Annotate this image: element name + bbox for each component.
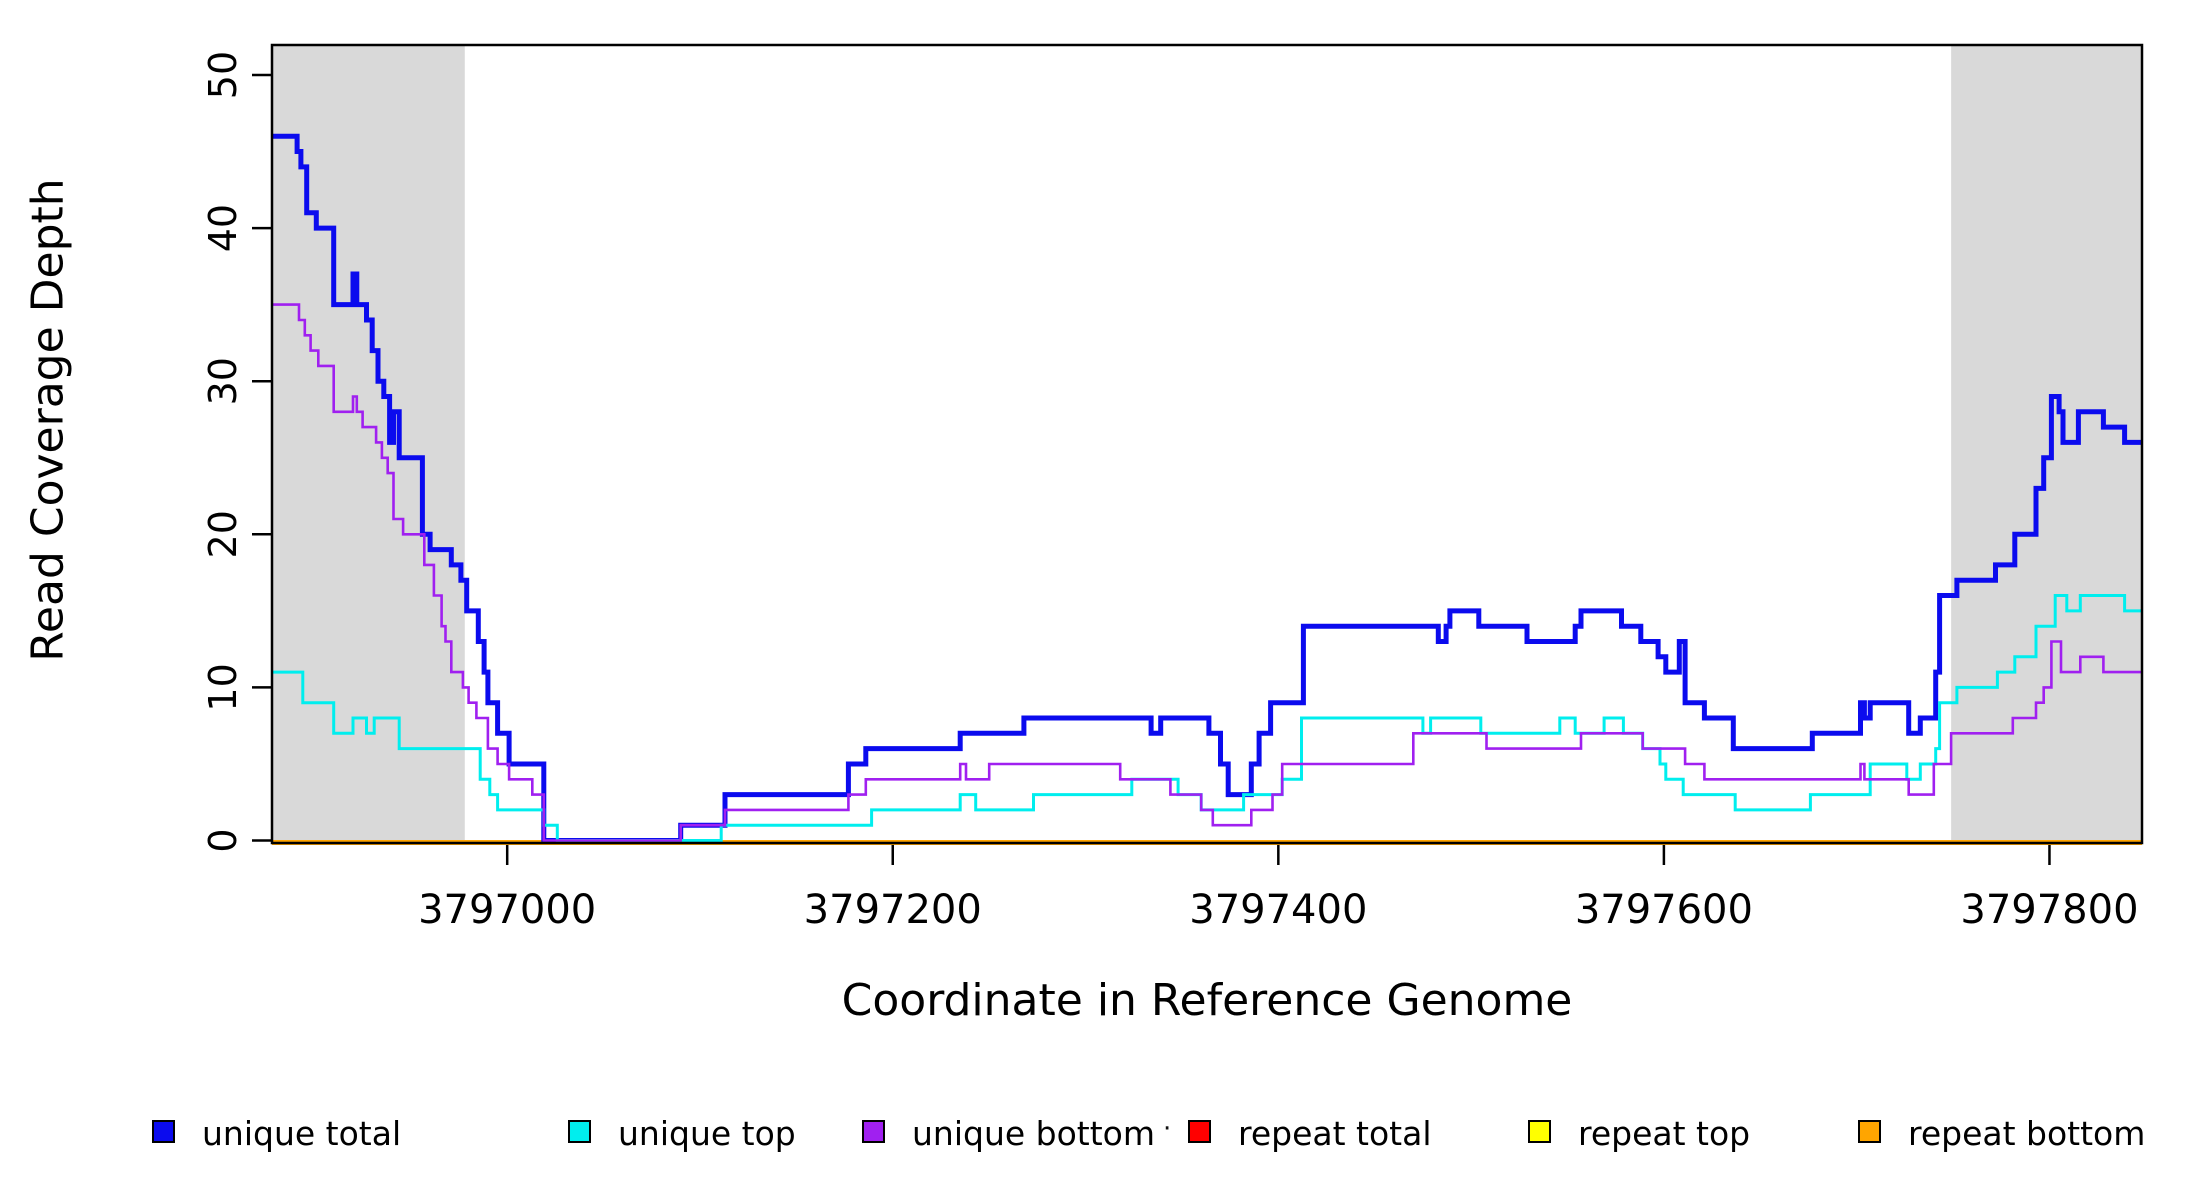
series-unique-total-line [272, 133, 2142, 843]
y-tick-label: 40 [201, 204, 245, 252]
y-tick-label: 30 [201, 357, 245, 405]
shaded-region [272, 45, 465, 843]
x-tick-label: 3797200 [804, 887, 982, 933]
x-tick-label: 3797400 [1189, 887, 1367, 933]
y-tick-label: 10 [201, 663, 245, 711]
y-axis-title: Read Coverage Depth [22, 178, 74, 662]
legend-label: repeat total [1238, 1114, 1432, 1153]
legend-label: unique bottom [912, 1114, 1156, 1153]
plot-border [270, 43, 2144, 845]
series-unique-top-line [272, 594, 2142, 842]
legend-swatch-icon [1528, 1120, 1551, 1143]
legend-label: unique top [618, 1114, 796, 1153]
legend-swatch-icon [862, 1120, 885, 1143]
series-unique-bottom-line [272, 303, 2142, 842]
legend-swatch-icon [568, 1120, 591, 1143]
legend-swatch-icon [1188, 1120, 1211, 1143]
stray-dot-mark: · [1163, 1114, 1172, 1144]
shaded-region [1951, 45, 2142, 843]
legend: unique total unique top unique bottom repea… [0, 1108, 2200, 1168]
y-tick-label: 50 [201, 51, 245, 99]
legend-swatch-icon [152, 1120, 175, 1143]
y-tick-label: 0 [201, 828, 245, 852]
legend-swatch-icon [1858, 1120, 1881, 1143]
x-tick-label: 3797800 [1960, 887, 2138, 933]
legend-label: unique total [202, 1114, 402, 1153]
x-tick-label: 3797000 [418, 887, 596, 933]
legend-label: repeat top [1578, 1114, 1751, 1153]
x-tick-label: 3797600 [1575, 887, 1753, 933]
y-tick-label: 20 [201, 510, 245, 558]
legend-label: repeat bottom [1908, 1114, 2146, 1153]
x-axis-title: Coordinate in Reference Genome [841, 975, 1573, 1026]
